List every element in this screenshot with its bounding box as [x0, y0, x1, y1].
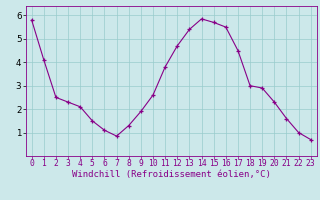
X-axis label: Windchill (Refroidissement éolien,°C): Windchill (Refroidissement éolien,°C) [72, 170, 271, 179]
